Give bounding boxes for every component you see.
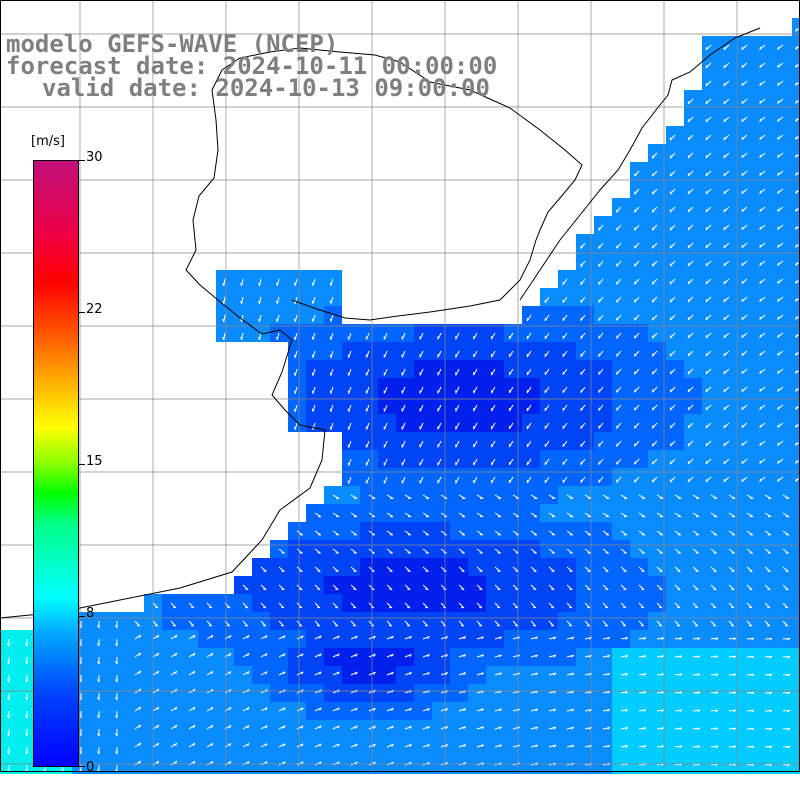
colorbar-tick-30: 30 xyxy=(86,150,103,165)
valid-date: valid date: 2024-10-13 09:00:00 xyxy=(42,74,490,102)
coastline xyxy=(0,27,761,619)
colorbar-tick-mark xyxy=(79,160,85,161)
colorbar-tick-mark xyxy=(79,312,85,313)
colorbar-tick-mark xyxy=(79,616,85,617)
colorbar-tick-0: 0 xyxy=(86,760,95,775)
wind-speed-colorbar xyxy=(33,160,79,767)
model-title: modelo GEFS-WAVE (NCEP) xyxy=(6,30,339,58)
colorbar-tick-8: 8 xyxy=(86,606,95,621)
colorbar-tick-mark xyxy=(79,766,85,767)
forecast-date: forecast date: 2024-10-11 00:00:00 xyxy=(6,52,498,80)
colorbar-tick-mark xyxy=(79,464,85,465)
colorbar-unit: [m/s] xyxy=(31,134,65,149)
colorbar-tick-22: 22 xyxy=(86,302,103,317)
ocean-wind-speed-field xyxy=(0,18,800,774)
colorbar-tick-15: 15 xyxy=(86,454,103,469)
wind-arrows xyxy=(7,27,800,773)
